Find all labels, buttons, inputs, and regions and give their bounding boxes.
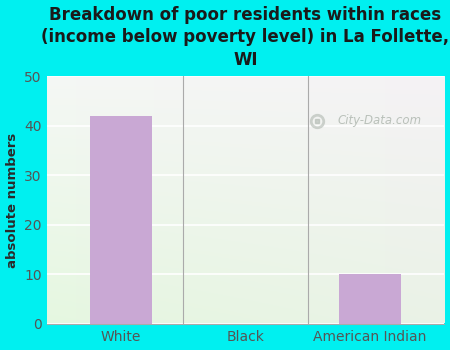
Y-axis label: absolute numbers: absolute numbers (5, 132, 18, 268)
Bar (90, 116, 152, 323)
Title: Breakdown of poor residents within races
(income below poverty level) in La Foll: Breakdown of poor residents within races… (41, 6, 450, 69)
Text: City-Data.com: City-Data.com (337, 114, 421, 127)
Bar (339, 274, 401, 323)
